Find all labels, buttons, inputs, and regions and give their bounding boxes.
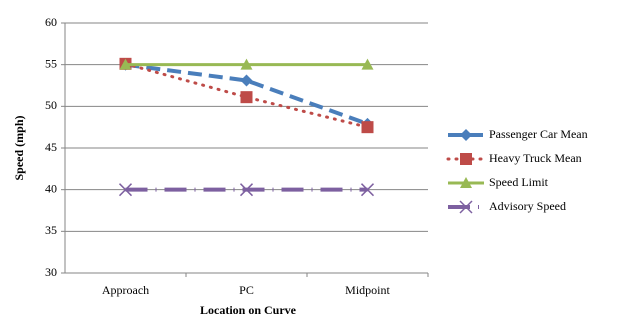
legend-label: Heavy Truck Mean: [489, 151, 582, 165]
y-axis-title: Speed (mph): [12, 115, 26, 180]
legend-marker: [459, 200, 473, 214]
legend-marker: [460, 129, 472, 141]
series-line: [124, 62, 369, 129]
legend-label: Speed Limit: [489, 175, 549, 189]
data-point: [119, 58, 132, 70]
data-point: [361, 121, 374, 134]
x-axis-title: Location on Curve: [200, 303, 297, 317]
legend-label: Advisory Speed: [489, 199, 566, 213]
y-tick-label: 40: [45, 181, 57, 195]
data-point: [118, 183, 133, 197]
x-tick-label: PC: [239, 283, 254, 297]
legend-label: Passenger Car Mean: [489, 127, 588, 141]
data-point: [361, 58, 374, 70]
data-point: [239, 183, 254, 197]
data-point: [360, 183, 375, 197]
x-tick-label: Approach: [102, 283, 149, 297]
data-point: [240, 58, 253, 70]
y-tick-label: 30: [45, 265, 57, 279]
y-tick-label: 35: [45, 223, 57, 237]
y-tick-label: 60: [45, 15, 57, 29]
y-tick-label: 55: [45, 56, 57, 70]
legend-marker: [460, 153, 472, 165]
data-point: [240, 91, 253, 104]
y-tick-label: 45: [45, 140, 57, 154]
y-tick-label: 50: [45, 98, 57, 112]
data-point: [240, 74, 253, 87]
legend-marker: [460, 177, 472, 188]
x-tick-label: Midpoint: [345, 283, 390, 297]
